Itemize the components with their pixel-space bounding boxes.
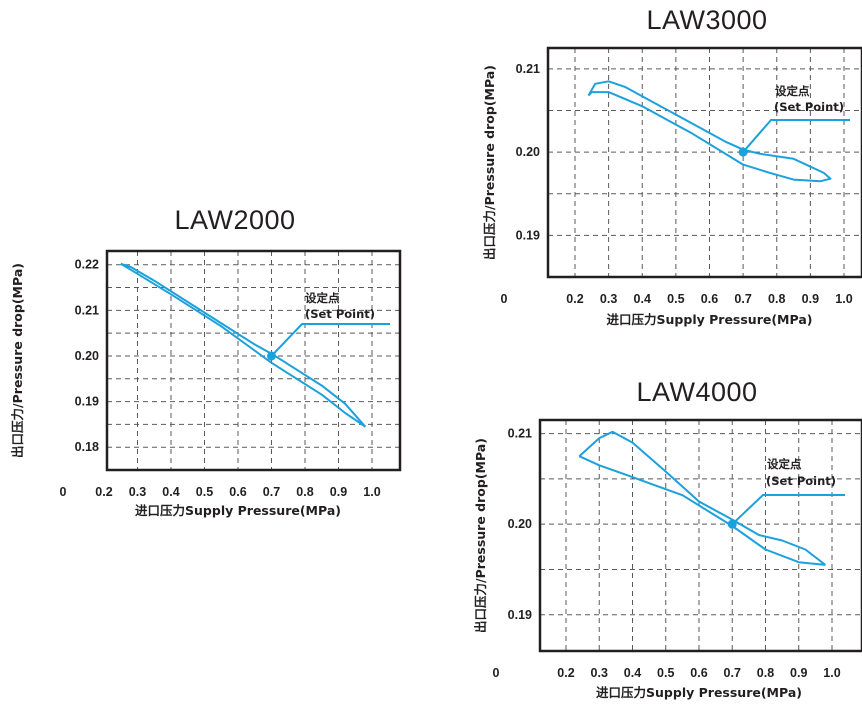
curve-upper-branch	[578, 430, 827, 566]
x-tick-label: 1.0	[835, 292, 852, 306]
x-origin-label: 0	[501, 292, 508, 306]
x-tick-label: 0.2	[95, 485, 112, 499]
set-point-label-en: (Set Point)	[305, 307, 375, 321]
x-tick-label: 0.8	[768, 292, 785, 306]
y-tick-label: 0.22	[75, 258, 99, 272]
x-tick-label: 0.3	[600, 292, 617, 306]
set-point-leader	[742, 119, 850, 153]
set-point-label-cn: 设定点	[767, 457, 802, 471]
x-tick-label: 0.9	[330, 485, 347, 499]
x-origin-label: 0	[493, 666, 500, 680]
x-tick-label: 0.8	[757, 666, 774, 680]
curve-lower-branch	[578, 455, 826, 566]
x-tick-label: 0.7	[734, 292, 751, 306]
set-point-label-cn: 设定点	[775, 84, 810, 98]
y-tick-label: 0.21	[75, 303, 99, 317]
y-tick-label: 0.20	[508, 517, 532, 531]
y-tick-label: 0.19	[75, 395, 99, 409]
y-tick-label: 0.21	[516, 62, 540, 76]
set-point-label-en: (Set Point)	[766, 474, 836, 488]
x-tick-label: 0.4	[162, 485, 179, 499]
set-point-leader	[270, 323, 390, 357]
x-tick-label: 0.7	[263, 485, 280, 499]
y-tick-label: 0.21	[508, 427, 532, 441]
x-axis-label: 进口压力Supply Pressure(MPa)	[607, 312, 813, 327]
set-point-marker	[267, 351, 276, 361]
y-tick-label: 0.19	[516, 228, 540, 242]
x-tick-label: 0.9	[802, 292, 819, 306]
x-tick-label: 0.4	[624, 666, 641, 680]
chart-title: LAW4000	[636, 377, 758, 407]
set-point-label-cn: 设定点	[305, 291, 340, 305]
x-tick-label: 0.9	[790, 666, 807, 680]
y-tick-label: 0.18	[75, 440, 99, 454]
plot-frame	[105, 249, 402, 472]
x-tick-label: 1.0	[363, 485, 380, 499]
plot-frame	[538, 418, 862, 653]
x-tick-label: 0.6	[690, 666, 707, 680]
curve-lower-branch	[120, 262, 366, 428]
x-tick-label: 0.4	[634, 292, 651, 306]
x-tick-label: 0.3	[129, 485, 146, 499]
plot-frame	[546, 46, 862, 279]
x-tick-label: 0.8	[296, 485, 313, 499]
x-axis-label: 进口压力Supply Pressure(MPa)	[135, 503, 341, 518]
x-tick-label: 0.6	[229, 485, 246, 499]
x-tick-label: 0.2	[557, 666, 574, 680]
y-tick-label: 0.19	[508, 608, 532, 622]
x-axis-label: 进口压力Supply Pressure(MPa)	[596, 685, 802, 700]
x-tick-label: 0.5	[657, 666, 674, 680]
set-point-marker	[727, 519, 737, 529]
x-tick-label: 0.7	[724, 666, 741, 680]
y-axis-label: 出口压力/Pressure drop(MPa)	[10, 263, 25, 458]
x-tick-label: 1.0	[823, 666, 840, 680]
set-point-leader	[731, 494, 845, 525]
y-tick-label: 0.20	[516, 145, 540, 159]
x-tick-label: 0.2	[566, 292, 583, 306]
x-tick-label: 0.5	[196, 485, 213, 499]
curve-lower-branch	[587, 91, 821, 183]
set-point-label-en: (Set Point)	[774, 100, 844, 114]
x-tick-label: 0.6	[701, 292, 718, 306]
curve-upper-branch	[120, 262, 367, 428]
x-tick-label: 0.5	[667, 292, 684, 306]
y-tick-label: 0.20	[75, 349, 99, 363]
y-axis-label: 出口压力/Pressure drop(MPa)	[473, 438, 488, 633]
x-tick-label: 0.3	[591, 666, 608, 680]
curve-upper-branch	[587, 80, 832, 183]
y-axis-label: 出口压力/Pressure drop(MPa)	[482, 65, 497, 260]
x-origin-label: 0	[60, 485, 67, 499]
chart-title: LAW3000	[646, 5, 768, 35]
chart-title: LAW2000	[174, 205, 296, 235]
set-point-marker	[738, 147, 748, 157]
